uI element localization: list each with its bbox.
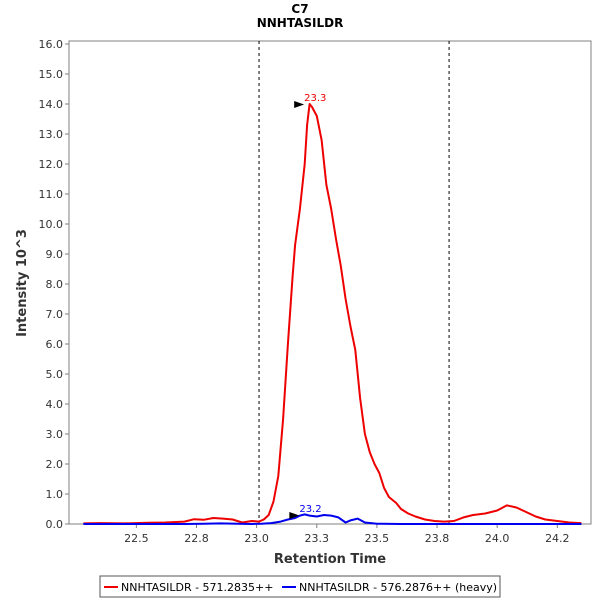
y-axis: 0.0 1.0 2.0 3.0 4.0 5.0 6.0 7.0 8.0 9.0 10.0 11.0 12… [39,38,69,531]
legend-label-heavy: NNHTASILDR - 576.2876++ (heavy) [299,581,497,594]
legend: NNHTASILDR - 571.2835++ NNHTASILDR - 576… [99,575,501,598]
plot-area: 0.0 1.0 2.0 3.0 4.0 5.0 6.0 7.0 8.0 9.0 10.0 11.0 12… [39,38,592,545]
y-tick-label: 7.0 [46,308,64,321]
y-tick-label: 1.0 [46,488,64,501]
y-tick-label: 2.0 [46,458,64,471]
series-lines [83,103,582,525]
y-tick-label: 8.0 [46,278,64,291]
x-axis: 22.5 22.8 23.0 23.3 23.5 23.8 24.0 24.2 [124,524,570,545]
y-tick-label: 14.0 [39,98,64,111]
series-line-light [83,103,582,525]
peak-marker-light [294,101,305,108]
x-tick-label: 23.5 [365,532,390,545]
peak-boundaries [258,41,450,524]
y-tick-label: 4.0 [46,398,64,411]
legend-label-light: NNHTASILDR - 571.2835++ [121,581,273,594]
y-tick-label: 0.0 [46,518,64,531]
chart-subtitle: NNHTASILDR [257,16,344,30]
y-axis-label: Intensity 10^3 [15,229,30,337]
legend-box [99,575,501,598]
x-tick-label: 23.8 [425,532,450,545]
y-tick-label: 5.0 [46,368,64,381]
y-tick-label: 15.0 [39,68,64,81]
peak-label-heavy: 23.2 [299,504,321,515]
chart-title: C7 [291,2,308,16]
x-tick-label: 24.2 [545,532,570,545]
y-tick-label: 9.0 [46,248,64,261]
x-axis-label: Retention Time [274,552,386,567]
peak-label-light: 23.3 [304,93,326,104]
y-tick-label: 10.0 [39,218,64,231]
y-tick-label: 13.0 [39,128,64,141]
peak-marker-heavy [289,512,300,519]
x-tick-label: 22.8 [184,532,209,545]
x-tick-label: 22.5 [124,532,149,545]
series-line-heavy [83,513,582,525]
y-tick-label: 11.0 [39,188,64,201]
y-tick-label: 3.0 [46,428,64,441]
y-tick-label: 16.0 [39,38,64,51]
peak-markers: 23.3 23.2 [289,93,326,519]
plot-frame [68,40,592,525]
y-tick-label: 6.0 [46,338,64,351]
y-tick-label: 12.0 [39,158,64,171]
x-tick-label: 23.3 [305,532,330,545]
x-tick-label: 24.0 [485,532,510,545]
x-tick-label: 23.0 [244,532,269,545]
